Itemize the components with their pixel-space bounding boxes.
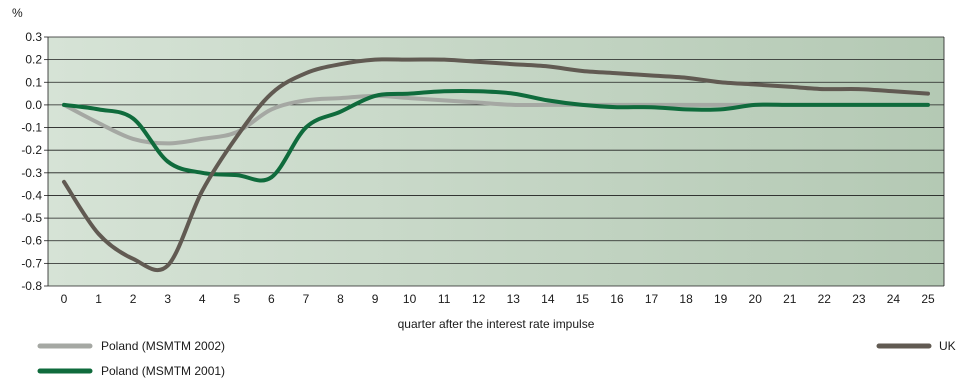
y-tick-label: -0.2	[21, 143, 42, 157]
series-line-2	[62, 89, 930, 183]
x-tick-label: 6	[268, 292, 275, 306]
series-lines	[62, 57, 930, 273]
y-tick-label: 0.3	[25, 30, 42, 44]
y-tick-label: -0.4	[21, 188, 42, 202]
x-tick-label: 23	[852, 292, 866, 306]
y-axis-ticks: 0.3 0.2 0.1 0.0 -0.1 -0.2 -0.3 -0.4 -0.5 -0.6 -0.7…	[21, 30, 48, 293]
x-tick-label: 22	[818, 292, 832, 306]
x-tick-label: 19	[714, 292, 728, 306]
x-tick-label: 0	[61, 292, 68, 306]
x-tick-label: 3	[164, 292, 171, 306]
y-tick-label: 0.1	[25, 75, 42, 89]
y-axis-title: %	[12, 6, 23, 20]
x-axis-ticks: 0 1 2 3 4 5 6 7 8 9 10 11 12 13 14 15 16 17 18 19 20 21 22 23 24…	[61, 292, 935, 306]
y-tick-label: -0.8	[21, 279, 42, 293]
y-tick-label: 0.0	[25, 98, 42, 112]
x-tick-label: 16	[610, 292, 624, 306]
x-tick-label: 18	[679, 292, 693, 306]
series-line-3	[62, 57, 930, 273]
x-tick-label: 8	[337, 292, 344, 306]
y-tick-label: -0.3	[21, 166, 42, 180]
x-tick-label: 11	[438, 292, 451, 306]
x-tick-label: 15	[576, 292, 590, 306]
x-tick-label: 7	[303, 292, 310, 306]
x-axis-title: quarter after the interest rate impulse	[398, 317, 595, 331]
x-tick-label: 20	[749, 292, 763, 306]
plot-area	[48, 37, 944, 286]
legend-label: UK	[939, 339, 956, 353]
x-tick-label: 13	[507, 292, 521, 306]
legend: Poland (MSMTM 2002) Poland (MSMTM 2001) UK	[37, 339, 956, 378]
legend-label: Poland (MSMTM 2002)	[101, 339, 225, 353]
y-tick-label: -0.5	[21, 211, 42, 225]
gridlines	[47, 36, 945, 287]
x-tick-label: 10	[403, 292, 417, 306]
y-tick-label: 0.2	[25, 53, 42, 67]
x-tick-label: 2	[130, 292, 137, 306]
legend-label: Poland (MSMTM 2001)	[101, 364, 225, 378]
y-tick-label: -0.7	[21, 256, 42, 270]
x-tick-label: 14	[541, 292, 555, 306]
x-tick-label: 12	[472, 292, 486, 306]
y-tick-label: -0.1	[21, 121, 42, 135]
x-tick-label: 21	[783, 292, 797, 306]
x-tick-label: 5	[233, 292, 240, 306]
x-tick-label: 1	[95, 292, 102, 306]
x-tick-label: 4	[199, 292, 206, 306]
x-tick-label: 9	[372, 292, 379, 306]
x-tick-label: 25	[921, 292, 935, 306]
y-tick-label: -0.6	[21, 234, 42, 248]
x-tick-label: 17	[645, 292, 659, 306]
x-tick-label: 24	[887, 292, 901, 306]
